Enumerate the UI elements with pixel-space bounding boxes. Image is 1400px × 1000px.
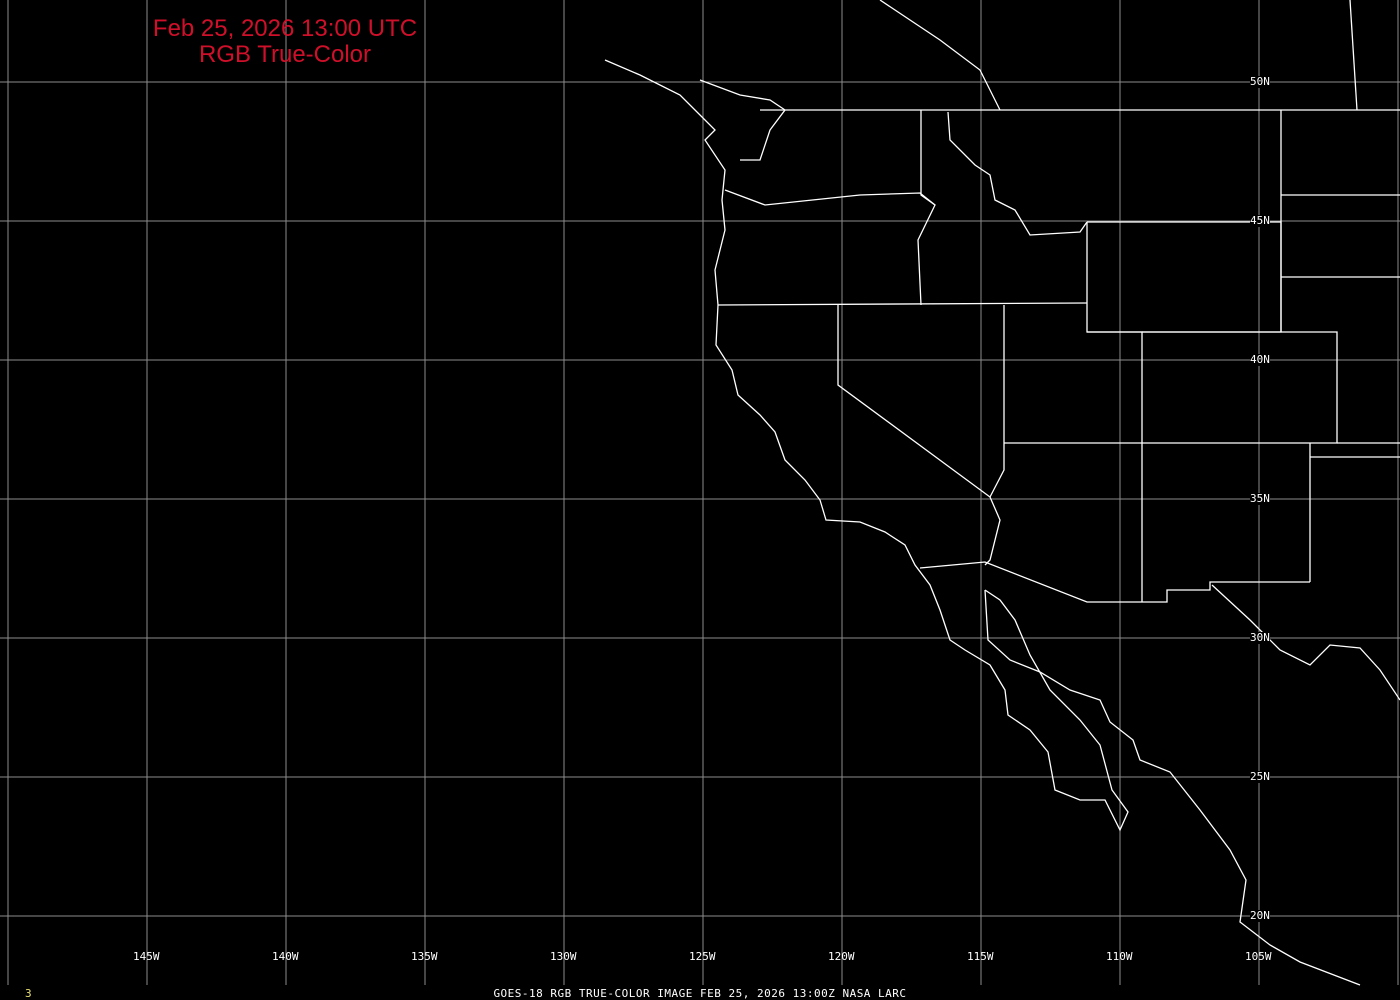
map-title-datetime: Feb 25, 2026 13:00 UTC [152, 15, 418, 42]
longitude-label: 120W [828, 950, 855, 963]
longitude-label: 125W [689, 950, 716, 963]
frame-number: 3 [25, 987, 32, 1000]
longitude-label: 130W [550, 950, 577, 963]
latitude-label: 25N [1250, 770, 1270, 783]
map-title-product: RGB True-Color [198, 41, 372, 68]
utah [1004, 331, 1143, 444]
latitude-label: 30N [1250, 631, 1270, 644]
latitude-label: 45N [1250, 214, 1270, 227]
latitude-label: 20N [1250, 909, 1270, 922]
idaho-west [917, 110, 936, 306]
longitude-label: 140W [272, 950, 299, 963]
wyoming [1086, 221, 1282, 333]
longitude-label: 115W [967, 950, 994, 963]
wa-or-border [724, 189, 936, 206]
latitude-label: 40N [1250, 353, 1270, 366]
idaho-montana [947, 111, 1088, 236]
longitude-label: 105W [1245, 950, 1272, 963]
colorado [1142, 331, 1338, 444]
image-caption: GOES-18 RGB TRUE-COLOR IMAGE FEB 25, 202… [493, 987, 907, 1000]
ca-nv-border [837, 305, 1001, 566]
latitude-label: 50N [1250, 75, 1270, 88]
canada-province-line [1349, 0, 1358, 111]
puget-sound [699, 79, 786, 161]
longitude-label: 110W [1106, 950, 1133, 963]
latitude-label: 35N [1250, 492, 1270, 505]
coastline-pacific [604, 59, 1129, 832]
bc-coast [879, 0, 1001, 111]
nevada-east [989, 305, 1005, 498]
longitude-label: 145W [133, 950, 160, 963]
coastline-gulf-east [1211, 584, 1400, 701]
boundaries [604, 0, 1400, 986]
coastline-mexico [984, 589, 1361, 986]
or-nv-border [717, 302, 1088, 306]
longitude-label: 135W [411, 950, 438, 963]
us-mexico-border [919, 561, 1310, 603]
